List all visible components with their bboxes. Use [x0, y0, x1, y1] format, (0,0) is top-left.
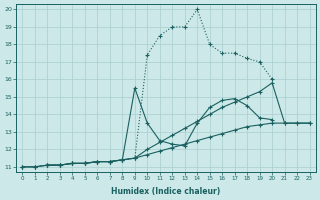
X-axis label: Humidex (Indice chaleur): Humidex (Indice chaleur): [111, 187, 221, 196]
